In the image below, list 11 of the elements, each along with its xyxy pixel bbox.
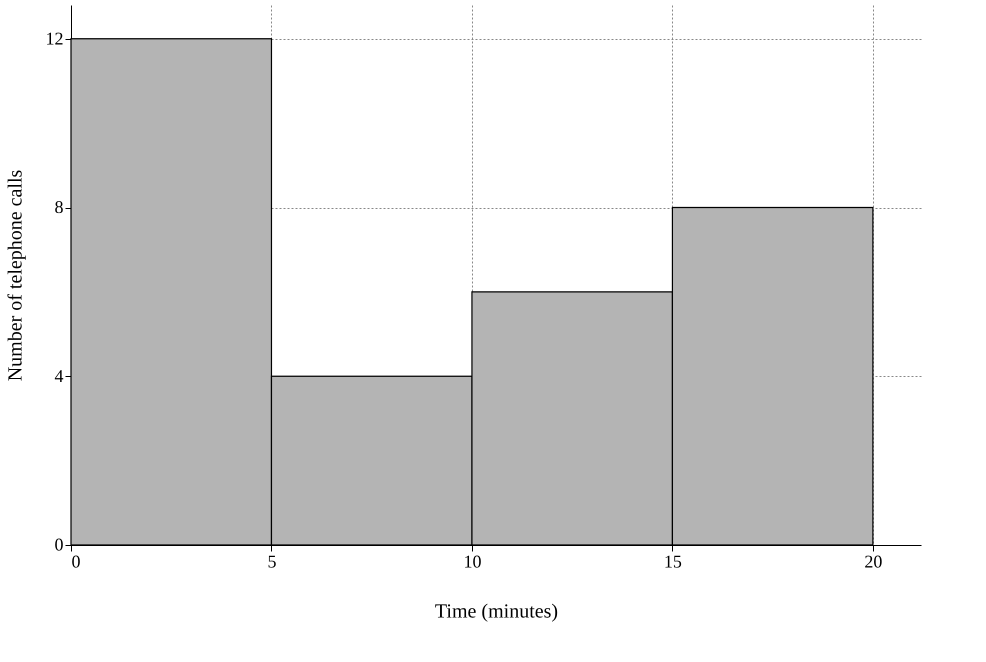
y-axis-title: Number of telephone calls	[4, 169, 26, 382]
x-tick-label: 5	[267, 552, 276, 572]
x-tick-label: 20	[864, 552, 882, 572]
y-tick-label: 0	[54, 534, 64, 554]
x-tick-label: 10	[463, 552, 482, 572]
x-tick-label: 0	[72, 552, 80, 572]
x-axis-title: Time (minutes)	[434, 600, 558, 622]
y-tick-label: 4	[54, 366, 64, 386]
x-tick-label: 15	[664, 552, 682, 572]
y-tick-label: 12	[46, 28, 64, 48]
y-tick-label: 8	[54, 197, 64, 217]
